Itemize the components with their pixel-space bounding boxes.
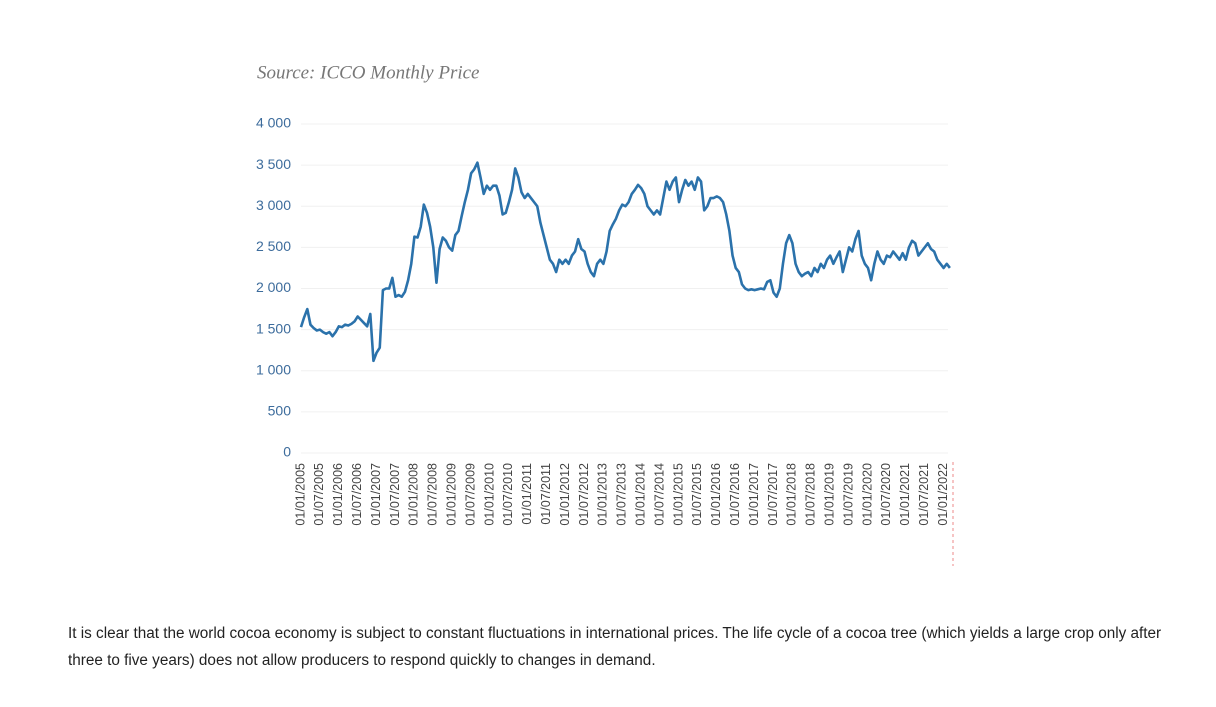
x-tick-label: 01/01/2009 [444,463,458,526]
x-tick-label: 01/01/2012 [558,463,572,526]
x-tick-label: 01/01/2010 [482,463,496,526]
paragraph: It is clear that the world cocoa economy… [68,625,1162,669]
x-tick-label: 01/07/2013 [615,463,629,526]
x-tick-label: 01/07/2021 [917,463,931,526]
x-tick-label: 01/01/2008 [407,463,421,526]
x-tick-label: 01/01/2018 [785,463,799,526]
x-tick-label: 01/07/2012 [577,463,591,526]
y-tick-label: 0 [283,444,291,460]
y-tick-label: 3 000 [256,197,291,213]
y-tick-label: 500 [268,403,292,419]
x-tick-label: 01/01/2013 [596,463,610,526]
x-tick-label: 01/07/2006 [350,463,364,526]
x-tick-label: 01/07/2011 [539,463,553,525]
x-tick-label: 01/01/2011 [520,463,534,525]
x-tick-label: 01/07/2018 [804,463,818,526]
x-tick-label: 01/01/2015 [671,463,685,526]
y-tick-label: 1 500 [256,320,291,336]
x-tick-label: 01/07/2007 [388,463,402,526]
x-tick-label: 01/01/2020 [860,463,874,526]
chart: Source: ICCO Monthly Price 0 500 1 000 1 50… [256,62,954,566]
x-tick-label: 01/07/2019 [841,463,855,526]
x-tick-label: 01/01/2014 [633,463,647,526]
y-tick-label: 2 000 [256,279,291,295]
x-tick-label: 01/01/2019 [822,463,836,526]
y-tick-label: 2 500 [256,238,291,254]
x-tick-label: 01/07/2020 [879,463,893,526]
x-tick-label: 01/01/2016 [709,463,723,526]
x-tick-label: 01/07/2014 [652,463,666,526]
y-tick-label: 3 500 [256,156,291,172]
x-tick-label: 01/07/2016 [728,463,742,526]
x-tick-label: 01/07/2015 [690,463,704,526]
x-tick-label: 01/07/2008 [426,463,440,526]
x-tick-label: 01/01/2021 [898,463,912,526]
x-tick-label: 01/01/2017 [747,463,761,526]
x-tick-label: 01/01/2022 [936,463,950,526]
y-tick-label: 1 000 [256,361,291,377]
x-tick-label: 01/07/2009 [463,463,477,526]
x-tick-label: 01/01/2006 [331,463,345,526]
x-tick-label: 01/07/2017 [766,463,780,526]
x-tick-label: 01/01/2007 [369,463,383,526]
price-line [299,161,951,363]
x-tick-label: 01/07/2010 [501,463,515,526]
x-tick-label: 01/01/2005 [293,463,307,526]
x-tick-label: 01/07/2005 [312,463,326,526]
y-tick-label: 4 000 [256,115,291,131]
chart-title: Source: ICCO Monthly Price [257,62,480,83]
